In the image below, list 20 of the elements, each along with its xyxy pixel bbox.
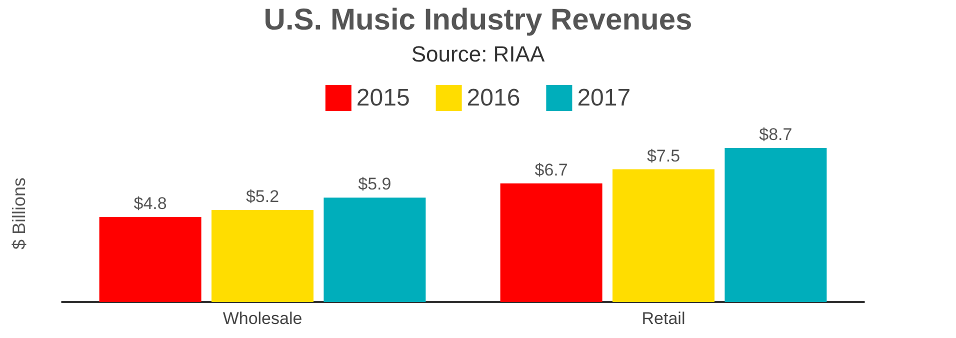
- chart-title: U.S. Music Industry Revenues: [264, 4, 692, 36]
- legend-label: 2015: [356, 84, 410, 112]
- y-axis-title: $ Billions: [9, 177, 29, 250]
- data-label: $6.7: [534, 160, 568, 180]
- bar: [324, 198, 426, 302]
- legend-label: 2017: [577, 84, 631, 112]
- bar: [724, 148, 827, 302]
- data-label: $7.5: [646, 146, 680, 166]
- bar: [212, 210, 314, 302]
- legend-label: 2016: [466, 84, 520, 112]
- data-label: $5.9: [358, 174, 392, 194]
- bar: [99, 217, 202, 302]
- x-tick-label: Wholesale: [222, 309, 302, 328]
- chart-subtitle: Source: RIAA: [411, 42, 545, 66]
- data-label: $4.8: [134, 194, 167, 214]
- data-label: $8.7: [759, 125, 792, 144]
- bar: [500, 183, 602, 302]
- data-label: $5.2: [246, 186, 280, 206]
- bar: [612, 169, 714, 302]
- x-tick-label: Retail: [642, 309, 686, 328]
